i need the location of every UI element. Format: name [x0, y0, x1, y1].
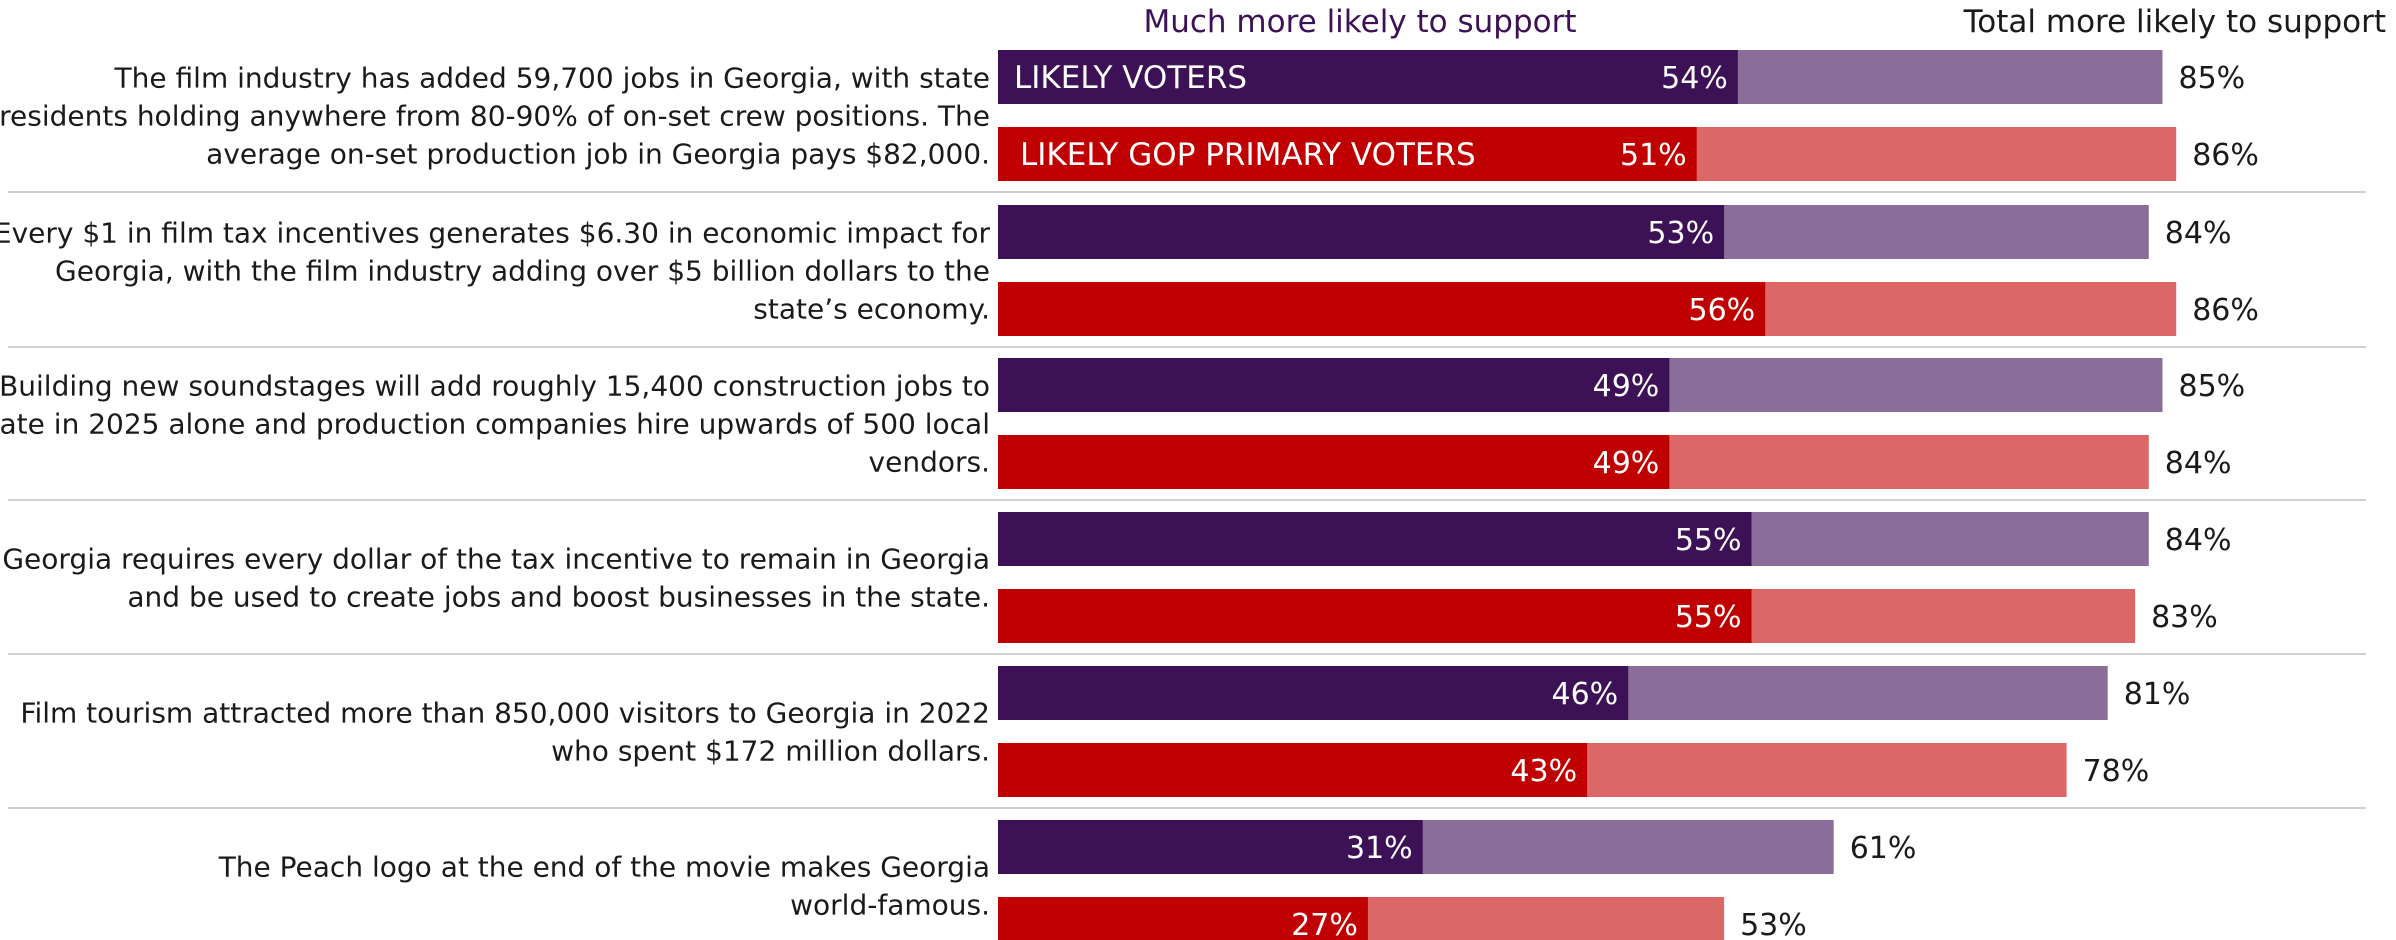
- lv-total-label: 61%: [1850, 831, 1917, 866]
- statement-text-line: Film tourism attracted more than 850,000…: [20, 697, 990, 730]
- lv-total-label: 81%: [2124, 677, 2191, 712]
- statement-text-line: world-famous.: [790, 889, 990, 922]
- gop-total-label: 84%: [2165, 446, 2232, 481]
- chart-rows: The film industry has added 59,700 jobs …: [0, 50, 2366, 940]
- series-label-likely-voters: LIKELY VOTERS: [1014, 60, 1247, 96]
- lv-total-label: 85%: [2179, 369, 2246, 404]
- series-label-likely-gop-primary-voters: LIKELY GOP PRIMARY VOTERS: [1020, 137, 1476, 173]
- gop-much-bar: [998, 897, 1368, 940]
- gop-much-label: 56%: [1689, 293, 1756, 328]
- statement-text-line: and be used to create jobs and boost bus…: [127, 581, 990, 614]
- statement-text-line: Every $1 in film tax incentives generate…: [0, 217, 990, 250]
- lv-much-label: 46%: [1552, 677, 1619, 712]
- lv-much-label: 54%: [1661, 61, 1728, 96]
- lv-total-label: 84%: [2165, 523, 2232, 558]
- statement-text-line: Georgia requires every dollar of the tax…: [2, 543, 990, 576]
- lv-much-label: 55%: [1675, 523, 1742, 558]
- lv-total-label: 84%: [2165, 216, 2232, 251]
- gop-much-bar: [998, 127, 1697, 181]
- statement-text-line: Building new soundstages will add roughl…: [0, 370, 990, 403]
- lv-much-label: 49%: [1593, 369, 1660, 404]
- header-total-more-likely: Total more likely to support: [1963, 4, 2386, 40]
- gop-total-label: 86%: [2192, 138, 2259, 173]
- statement-text-line: state’s economy.: [753, 293, 990, 326]
- gop-much-bar: [998, 282, 1766, 336]
- gop-total-label: 86%: [2192, 293, 2259, 328]
- statement-text-line: The film industry has added 59,700 jobs …: [114, 62, 990, 95]
- gop-total-label: 83%: [2151, 600, 2218, 635]
- statement-text-line: Georgia, with the film industry adding o…: [55, 255, 990, 288]
- gop-much-bar: [998, 743, 1588, 797]
- gop-total-label: 78%: [2083, 754, 2150, 789]
- lv-much-label: 31%: [1346, 831, 1413, 866]
- gop-much-label: 49%: [1593, 446, 1660, 481]
- gop-much-label: 55%: [1675, 600, 1742, 635]
- lv-much-bar: [998, 512, 1752, 566]
- statement-text-line: residents holding anywhere from 80-90% o…: [0, 100, 990, 133]
- gop-much-bar: [998, 589, 1752, 643]
- statement-text-line: average on-set production job in Georgia…: [206, 138, 990, 171]
- header-much-more-likely: Much more likely to support: [1143, 4, 1576, 40]
- statement-text-line: vendors.: [869, 446, 990, 479]
- lv-much-bar: [998, 666, 1629, 720]
- statement-text-line: who spent $172 million dollars.: [551, 735, 990, 768]
- lv-much-bar: [998, 50, 1738, 104]
- gop-much-bar: [998, 435, 1670, 489]
- lv-much-label: 53%: [1647, 216, 1714, 251]
- lv-much-bar: [998, 358, 1670, 412]
- lv-much-bar: [998, 820, 1423, 874]
- gop-much-label: 43%: [1510, 754, 1577, 789]
- lv-much-bar: [998, 205, 1725, 259]
- statement-text-line: The Peach logo at the end of the movie m…: [218, 851, 990, 884]
- statement-text-line: state in 2025 alone and production compa…: [0, 408, 990, 441]
- gop-much-label: 27%: [1291, 908, 1358, 940]
- lv-total-label: 85%: [2179, 61, 2246, 96]
- gop-much-label: 51%: [1620, 138, 1687, 173]
- gop-total-label: 53%: [1740, 908, 1807, 940]
